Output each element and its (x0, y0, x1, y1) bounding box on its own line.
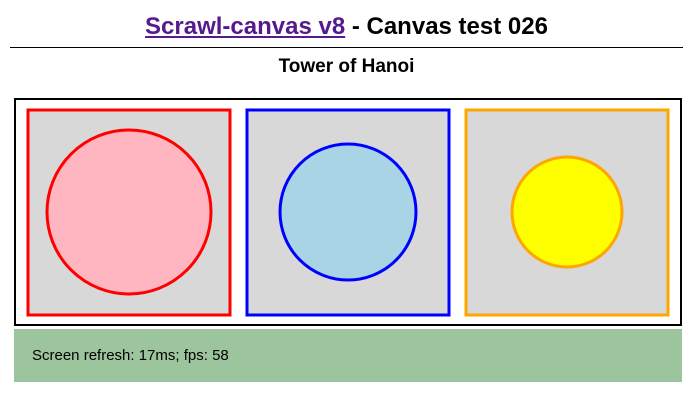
page-header: Scrawl-canvas v8 - Canvas test 026 (10, 0, 683, 48)
page-title-text: - Canvas test 026 (345, 13, 548, 40)
page-title: Scrawl-canvas v8 - Canvas test 026 (10, 0, 683, 42)
tower-red-disc (45, 128, 213, 296)
report-bar: Screen refresh: 17ms; fps: 58 (14, 329, 682, 382)
canvas-drawing (26, 108, 670, 317)
tower-orange-disc (510, 155, 624, 269)
tower-blue[interactable] (245, 108, 451, 317)
tower-blue-disc (278, 142, 418, 282)
scrawl-canvas-home-link[interactable]: Scrawl-canvas v8 (145, 13, 346, 40)
demo-canvas[interactable] (14, 98, 682, 326)
tower-red[interactable] (26, 108, 232, 317)
fps-report: Screen refresh: 17ms; fps: 58 (32, 347, 229, 364)
page-subtitle: Tower of Hanoi (278, 56, 415, 77)
tower-orange[interactable] (464, 108, 670, 317)
